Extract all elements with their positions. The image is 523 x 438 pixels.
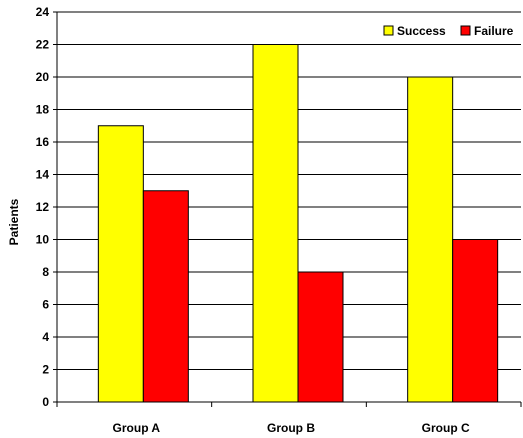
bar-failure-group-b (297, 271, 344, 403)
y-tick-label: 8 (42, 265, 49, 279)
x-tick-label: Group A (113, 421, 161, 435)
legend: Success Failure (383, 24, 514, 38)
legend-label-failure: Failure (474, 24, 514, 38)
bar-failure-group-c (452, 239, 499, 403)
y-axis-label: Patients (7, 198, 21, 245)
y-tick-label: 2 (42, 363, 49, 377)
y-tick-label: 10 (36, 233, 50, 247)
y-tick-label: 24 (36, 5, 50, 19)
bar-success-group-a (97, 125, 144, 403)
y-tick-label: 4 (42, 330, 49, 344)
y-tick-label: 14 (36, 168, 50, 182)
bars (97, 44, 499, 403)
y-tick-label: 22 (36, 38, 50, 52)
y-tick-label: 12 (36, 200, 50, 214)
x-tick-label: Group B (267, 421, 315, 435)
y-tick-label: 6 (42, 298, 49, 312)
bar-success-group-c (407, 76, 454, 403)
y-tick-label: 16 (36, 135, 50, 149)
bar-success-group-b (252, 44, 299, 403)
y-tick-label: 20 (36, 70, 50, 84)
bar-failure-group-a (142, 190, 189, 403)
y-tick-label: 0 (42, 395, 49, 409)
x-tick-labels: Group A Group B Group C (56, 402, 522, 435)
legend-swatch-failure (460, 25, 471, 36)
legend-swatch-success (383, 25, 394, 36)
x-tick-label: Group C (422, 421, 470, 435)
legend-label-success: Success (397, 24, 446, 38)
y-tick-label: 18 (36, 103, 50, 117)
